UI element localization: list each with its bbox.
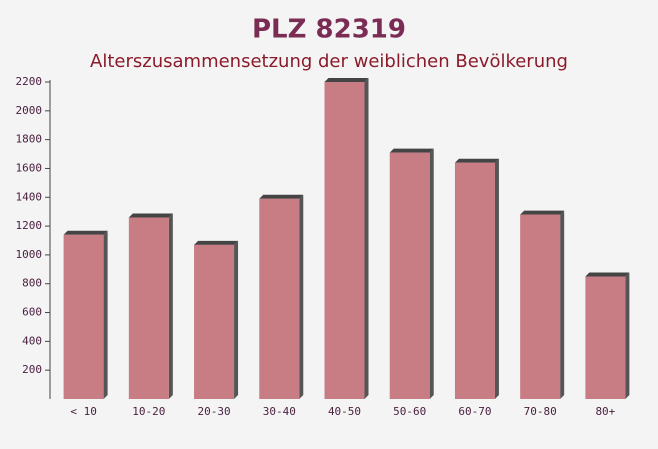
x-tick-label: 70-80 bbox=[524, 405, 557, 418]
bar-shadow bbox=[494, 158, 499, 399]
bar bbox=[324, 82, 365, 399]
x-tick-label: 50-60 bbox=[393, 405, 426, 418]
bar bbox=[128, 217, 169, 399]
bar-shadow bbox=[234, 240, 239, 399]
bar-top bbox=[454, 158, 499, 163]
bar-top bbox=[585, 272, 630, 277]
y-tick-label: 400 bbox=[22, 334, 42, 347]
bar-top bbox=[520, 210, 565, 215]
bar bbox=[194, 244, 235, 399]
bar bbox=[389, 152, 430, 399]
x-tick-label: 10-20 bbox=[132, 405, 165, 418]
bar bbox=[454, 162, 495, 399]
y-tick-label: 1200 bbox=[16, 219, 43, 232]
x-tick-label: 60-70 bbox=[458, 405, 491, 418]
y-tick-label: 1800 bbox=[16, 133, 43, 146]
bar bbox=[585, 276, 626, 399]
bar-shadow bbox=[560, 210, 565, 399]
y-tick-label: 1400 bbox=[16, 190, 43, 203]
y-tick-label: 2200 bbox=[16, 75, 43, 88]
bar-shadow bbox=[103, 230, 108, 399]
y-tick-label: 1600 bbox=[16, 161, 43, 174]
bar-shadow bbox=[625, 272, 630, 399]
bar-top bbox=[389, 148, 434, 153]
chart-subtitle: Alterszusammensetzung der weiblichen Bev… bbox=[90, 51, 568, 72]
bar-shadow bbox=[364, 78, 369, 399]
x-tick-label: 80+ bbox=[595, 405, 615, 418]
y-tick-label: 1000 bbox=[16, 248, 43, 261]
y-tick-label: 600 bbox=[22, 306, 42, 319]
x-tick-label: 40-50 bbox=[328, 405, 361, 418]
bar-top bbox=[194, 240, 239, 245]
bar-top bbox=[324, 78, 369, 82]
x-tick-label: < 10 bbox=[70, 405, 97, 418]
chart-title: PLZ 82319 bbox=[252, 15, 406, 45]
y-tick-label: 800 bbox=[22, 277, 42, 290]
bar-shadow bbox=[429, 148, 434, 399]
bar bbox=[259, 198, 300, 399]
bar bbox=[520, 214, 561, 399]
bar-shadow bbox=[168, 213, 173, 399]
y-tick-label: 200 bbox=[22, 363, 42, 376]
y-tick-label: 2000 bbox=[16, 104, 43, 117]
bar-shadow bbox=[299, 194, 304, 399]
x-tick-label: 20-30 bbox=[197, 405, 230, 418]
bar-top bbox=[63, 230, 108, 235]
bar-top bbox=[128, 213, 173, 218]
bar-top bbox=[259, 194, 304, 199]
x-tick-label: 30-40 bbox=[263, 405, 296, 418]
bar bbox=[63, 234, 104, 399]
